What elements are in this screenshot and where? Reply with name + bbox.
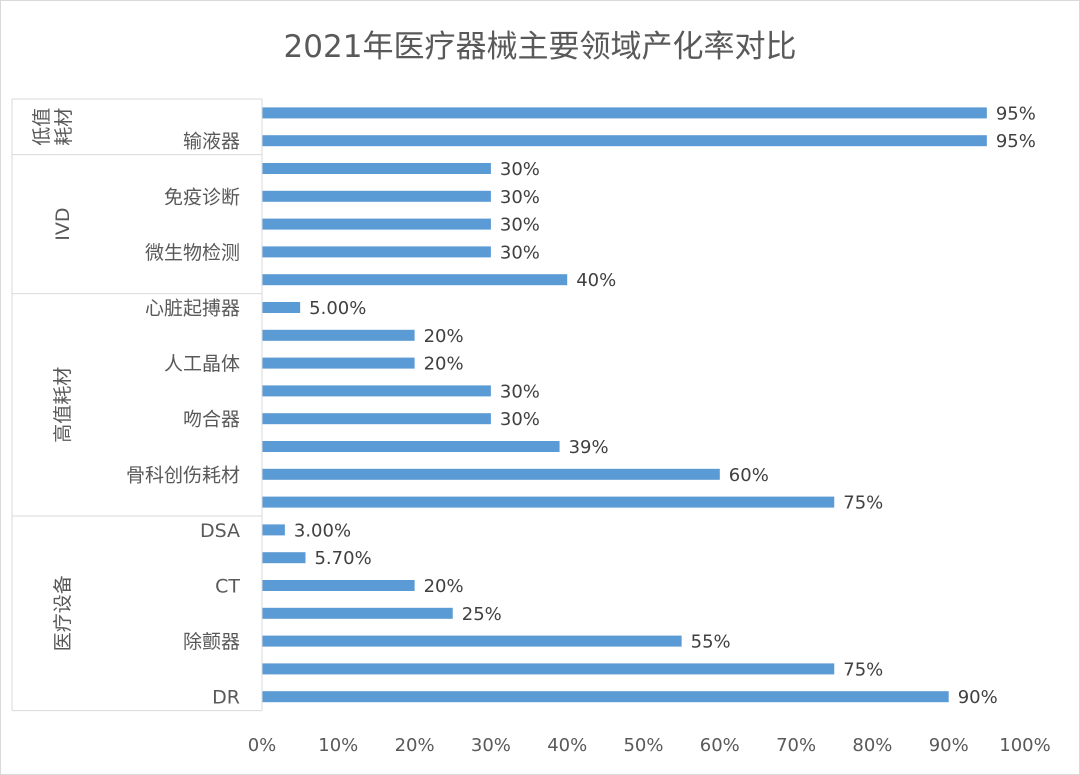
data-label: 30% [500,242,540,263]
x-tick-label: 100% [999,735,1050,756]
bar [262,413,491,425]
data-label: 20% [424,354,464,375]
group-label: 高值耗材 [52,367,74,443]
data-label: 90% [958,687,998,708]
bar [262,302,301,313]
x-tick-label: 20% [395,735,435,756]
category-label: 骨科创伤耗材 [126,464,240,486]
data-label: 5.70% [314,548,371,569]
bar [262,190,491,202]
category-label: 心脏起搏器 [145,298,240,320]
x-tick-label: 0% [248,735,277,756]
category-label: CT [215,576,240,598]
bar [262,385,491,397]
x-tick-label: 10% [318,735,358,756]
group-label: 医疗设备 [52,575,74,651]
bar [262,274,568,286]
bar [262,635,682,647]
data-label: 75% [843,659,883,680]
bar [262,607,453,619]
data-label: 30% [500,381,540,402]
category-label: DR [212,687,240,709]
x-tick-label: 40% [547,735,587,756]
bar [262,468,720,480]
bar [262,218,491,230]
x-tick-label: 90% [929,735,969,756]
category-label: 免疫诊断 [164,186,240,208]
category-label: 输液器 [183,131,240,153]
data-label: 40% [576,270,616,291]
data-label: 25% [462,604,502,625]
bar [262,441,560,452]
data-label: 30% [500,215,540,236]
bar [262,552,306,564]
bar [262,663,835,675]
category-label: 微生物检测 [145,242,240,264]
data-label: 3.00% [294,520,351,541]
x-tick-label: 70% [776,735,816,756]
bar [262,107,987,119]
data-label: 39% [569,437,609,458]
bar [262,163,491,174]
group-label: 低值耗材 [31,108,75,146]
bar [262,135,987,147]
bar [262,524,285,536]
data-label: 30% [500,187,540,208]
bar [262,246,491,258]
x-tick-label: 60% [700,735,740,756]
bar [262,496,835,508]
category-label: 人工晶体 [164,353,240,375]
category-label: DSA [200,520,240,542]
category-label: 吻合器 [183,409,240,431]
data-label: 30% [500,159,540,180]
data-label: 60% [729,465,769,486]
bar [262,357,415,369]
bar [262,691,949,703]
chart-title: 2021年医疗器械主要领域产化率对比 [284,29,797,65]
data-label: 5.00% [309,298,366,319]
bar [262,580,415,591]
data-label: 20% [424,326,464,347]
bar [262,329,415,341]
data-label: 55% [691,632,731,653]
data-label: 95% [996,131,1036,152]
plot-area: 95% 95% 输液器 低值耗材 30% 30% 免疫诊断 30% 30% 微生物检测 40% IVD… [11,98,1051,756]
x-tick-label: 30% [471,735,511,756]
data-label: 75% [843,493,883,514]
data-label: 20% [424,576,464,597]
category-label: 除颤器 [183,631,240,653]
data-label: 30% [500,409,540,430]
x-tick-label: 80% [852,735,892,756]
x-tick-label: 50% [623,735,663,756]
data-label: 95% [996,103,1036,124]
group-label: IVD [52,207,74,240]
